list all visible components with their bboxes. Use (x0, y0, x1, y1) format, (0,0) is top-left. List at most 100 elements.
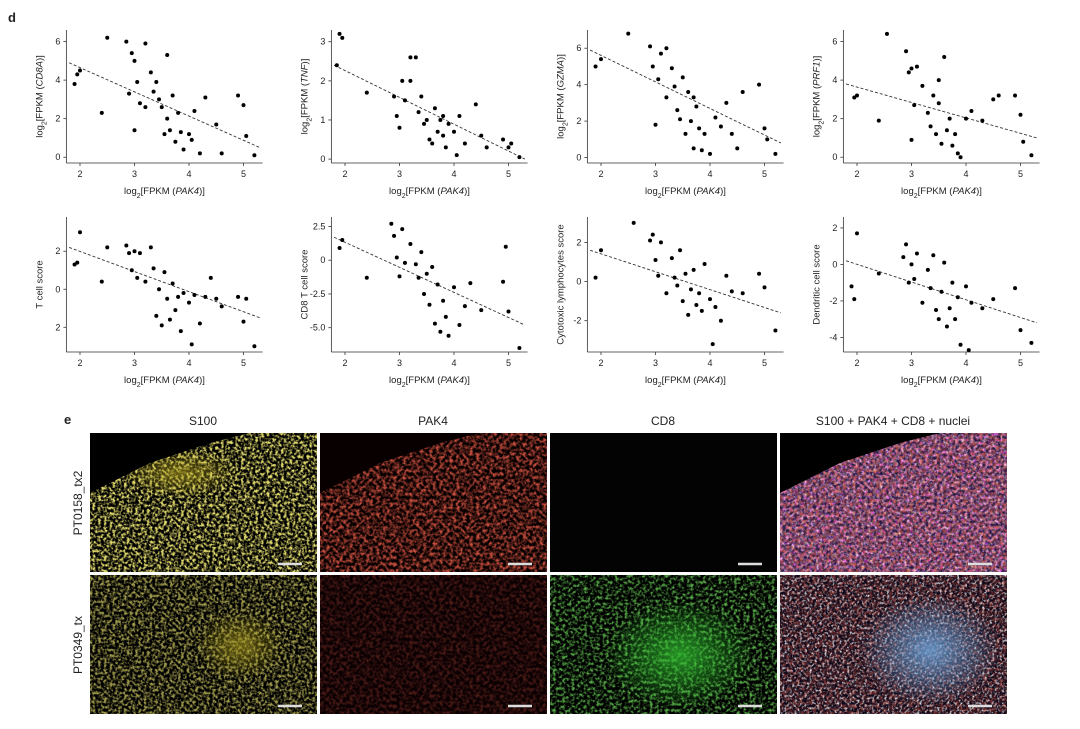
data-point (441, 298, 446, 303)
data-point (427, 302, 432, 307)
panel-label: d (8, 10, 16, 25)
data-point (950, 280, 955, 285)
data-point (710, 342, 715, 347)
data-point (964, 284, 968, 289)
y-tick-label: -2 (829, 296, 837, 306)
data-point (397, 125, 402, 130)
data-point (909, 137, 914, 142)
data-point (691, 146, 696, 151)
data-point (408, 55, 413, 60)
axis-label: T cell score (34, 260, 45, 308)
data-point (702, 131, 707, 136)
data-point (942, 260, 947, 265)
data-point (129, 268, 134, 273)
data-point (699, 308, 704, 313)
data-point (364, 90, 369, 95)
data-point (170, 93, 175, 98)
data-point (99, 110, 104, 115)
data-point (694, 104, 699, 109)
data-point (337, 31, 342, 36)
data-point (503, 244, 508, 249)
data-point (944, 128, 949, 133)
data-point (219, 151, 224, 156)
data-point (648, 238, 653, 243)
data-point (757, 271, 762, 276)
label-part: 2 (562, 122, 569, 126)
y-tick-label: 0 (576, 153, 581, 163)
data-point (214, 122, 219, 127)
y-tick-label: 2 (832, 114, 837, 124)
axis-label: log2[FPKM (TNF)] (299, 59, 313, 135)
data-point (928, 124, 933, 129)
label-part: )] (976, 186, 982, 197)
data-point (955, 151, 960, 156)
data-point (127, 251, 132, 256)
label-part: 2 (137, 382, 141, 389)
data-point (143, 105, 148, 110)
column-title: PAK4 (418, 414, 448, 428)
data-point (884, 31, 889, 36)
data-point (413, 262, 418, 267)
data-point (909, 262, 914, 267)
label-part: 2 (402, 382, 406, 389)
data-point (443, 314, 448, 319)
data-point (165, 296, 170, 301)
data-point (402, 98, 407, 103)
data-point (389, 221, 394, 226)
data-point (669, 66, 674, 71)
data-point (192, 292, 197, 297)
data-point (980, 118, 985, 123)
data-point (157, 97, 162, 102)
y-tick-label: -4 (829, 332, 837, 342)
data-point (729, 289, 734, 294)
data-point (159, 323, 164, 328)
data-point (214, 296, 219, 301)
data-point (593, 275, 598, 280)
label-part: PAK4 (175, 186, 199, 197)
label-part: log (34, 125, 45, 138)
data-point (441, 114, 446, 119)
data-point (435, 282, 440, 287)
column-title: S100 (189, 414, 217, 428)
data-point (765, 137, 770, 142)
label-part: [FPKM ( (141, 375, 177, 386)
image-tile (550, 575, 777, 714)
data-point (75, 260, 80, 265)
data-point (936, 101, 941, 106)
data-point (159, 105, 164, 110)
label-part: log (389, 375, 402, 386)
label-part: [FPKM ( (299, 82, 310, 118)
y-tick-label: -5.0 (310, 323, 326, 333)
y-tick-label: 0 (320, 154, 325, 164)
data-point (653, 122, 658, 127)
trend-line (333, 236, 526, 326)
data-point (236, 294, 241, 299)
data-point (934, 132, 939, 137)
data-point (408, 242, 413, 246)
data-point (966, 348, 971, 353)
data-point (906, 70, 911, 75)
label-part: log (124, 186, 137, 197)
data-point (904, 242, 909, 247)
x-tick-label: 3 (397, 358, 402, 368)
trend-line (68, 247, 261, 319)
data-point (740, 291, 745, 296)
label-part: log (389, 186, 402, 197)
trend-line (589, 49, 782, 144)
data-point (208, 275, 213, 280)
x-tick-label: 2 (77, 358, 82, 368)
data-point (678, 117, 683, 122)
data-point (650, 64, 655, 69)
label-part: [FPKM ( (555, 87, 566, 123)
data-point (132, 249, 137, 254)
data-point (468, 281, 473, 286)
axis-label: log2[FPKM (PRF1)] (811, 56, 825, 138)
data-point (950, 143, 955, 148)
x-tick-label: 5 (762, 169, 767, 179)
y-tick-label: 2 (320, 76, 325, 86)
data-point (904, 49, 909, 54)
data-point (773, 328, 778, 333)
data-point (672, 275, 677, 280)
